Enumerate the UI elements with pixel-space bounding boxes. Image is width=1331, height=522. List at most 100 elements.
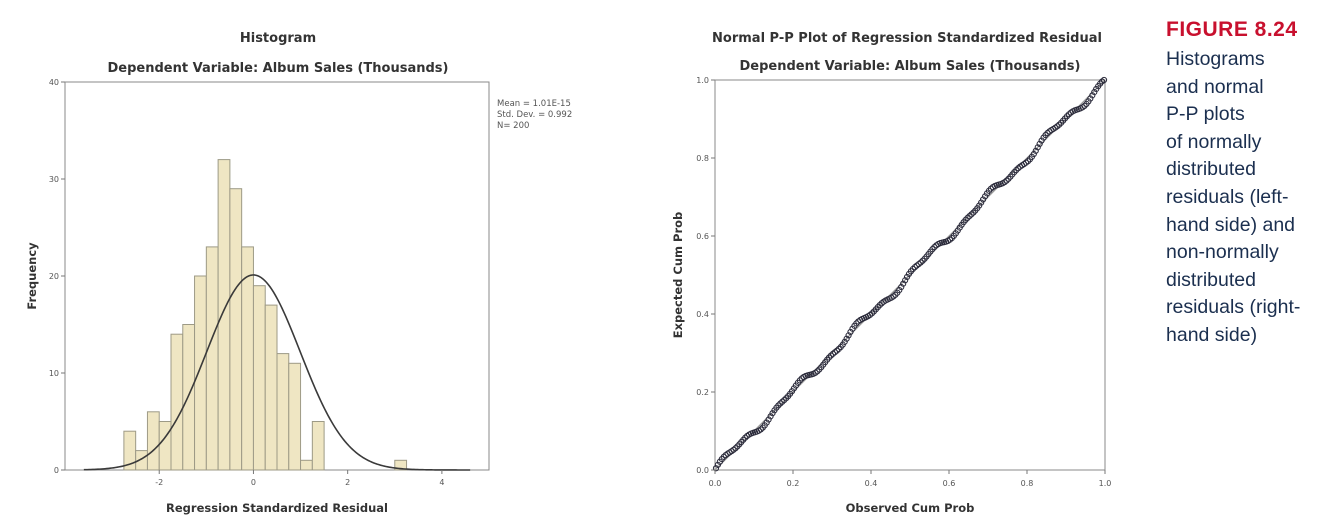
figure-caption: FIGURE 8.24 Histograms and normal P-P pl… [1166,18,1326,350]
pp-y-tick-label: 0.0 [696,466,709,475]
caption-line: distributed [1166,268,1256,291]
caption-line: Histograms [1166,48,1265,70]
pp-point [827,352,835,359]
pp-point [714,461,722,468]
histogram-x-tick-label: 4 [439,478,444,487]
pp-point [964,214,971,221]
pp-y-tick-label: 1.0 [696,76,709,85]
pp-point [909,265,917,273]
histogram-bar [194,275,207,471]
histogram-x-axis-label: Regression Standardized Residual [166,501,388,515]
histogram-chart: Histogram Dependent Variable: Album Sale… [25,31,572,515]
pp-point [779,398,786,405]
pp-point [962,216,969,223]
histogram-x-tick-label: 0 [251,478,256,487]
pp-point [841,338,848,345]
pp-y-tick-label: 0.8 [696,154,709,163]
pp-point [757,426,764,433]
pp-plot-title: Normal P-P Plot of Regression Standardiz… [712,31,1102,46]
pp-y-ticks: 0.0 0.2 0.4 0.6 0.8 1.0 [696,76,715,475]
pp-point [900,280,907,287]
pp-x-tick-label: 0.6 [943,479,956,488]
caption-line: hand side) [1166,323,1258,346]
pp-point [970,209,977,216]
pp-point [902,277,909,284]
pp-point [1003,177,1010,184]
pp-point [765,416,772,423]
pp-x-axis-label: Observed Cum Prob [846,501,975,515]
pp-point [845,332,852,339]
histogram-bar [205,246,219,471]
caption-line: residuals (left- [1166,185,1289,208]
caption-line: distributed [1166,158,1256,181]
histogram-bar [276,353,290,471]
pp-point [853,320,860,327]
histogram-y-tick-label: 20 [49,272,59,281]
caption-line: of normally [1166,130,1262,153]
histogram-bar [288,362,302,471]
pp-point [712,465,720,472]
pp-point [1013,166,1020,174]
caption-line: P-P plots [1166,103,1245,126]
pp-point [1024,158,1032,165]
pp-point [825,354,833,361]
pp-point [1032,147,1039,154]
pp-x-tick-label: 0.0 [709,479,722,488]
histogram-y-tick-label: 10 [49,369,59,378]
caption-line: residuals (right- [1166,296,1301,319]
pp-point [843,335,850,342]
pp-x-ticks: 0.0 0.2 0.4 0.6 0.8 1.0 [709,470,1111,488]
pp-point [919,257,926,264]
pp-point [931,243,938,251]
pp-point [1087,95,1094,102]
pp-point [767,413,774,420]
stat-mean: Mean = 1.01E-15 [497,99,571,109]
histogram-bar [300,459,313,471]
pp-point [814,368,821,375]
pp-point [1065,111,1073,118]
pp-point [835,345,842,353]
histogram-x-tick-label: 2 [345,478,350,487]
histogram-y-tick-label: 30 [49,175,59,184]
caption-line: and normal [1166,75,1264,98]
pp-point [847,328,854,336]
pp-plot-subtitle: Dependent Variable: Album Sales (Thousan… [740,59,1081,74]
histogram-bar [394,459,408,471]
pp-point [796,377,803,384]
pp-point [763,419,770,426]
pp-x-tick-label: 0.4 [865,479,878,488]
pp-x-tick-label: 0.2 [787,479,800,488]
pp-point [868,310,876,317]
pp-point [1056,121,1063,128]
pp-point [903,273,911,281]
pp-point [833,347,840,354]
histogram-x-ticks: -2 0 2 4 [155,470,444,487]
histogram-bar [217,159,231,471]
histogram-bar [252,285,266,471]
stat-n: N= 200 [497,121,529,131]
pp-point [978,199,985,206]
histogram-subtitle: Dependent Variable: Album Sales (Thousan… [108,61,449,76]
pp-points [712,76,1108,472]
histogram-bar [158,421,172,471]
pp-point [1063,113,1071,120]
figure-label: FIGURE 8.24 [1166,18,1298,41]
pp-point [968,211,975,218]
pp-point [777,400,784,407]
pp-point [781,396,788,404]
pp-point [980,196,987,203]
histogram-bar [311,421,325,471]
pp-point [966,212,973,220]
stat-std-dev: Std. Dev. = 0.992 [497,110,572,120]
pp-y-tick-label: 0.2 [696,388,709,397]
pp-point [876,301,883,309]
pp-point [896,286,903,294]
histogram-bar [170,333,184,471]
pp-point [1036,140,1043,147]
histogram-x-tick-label: -2 [155,478,163,487]
histogram-y-tick-label: 0 [54,466,59,475]
histogram-bar [229,188,243,471]
pp-y-tick-label: 0.6 [696,232,709,241]
pp-point [917,259,924,266]
pp-point [720,453,727,460]
